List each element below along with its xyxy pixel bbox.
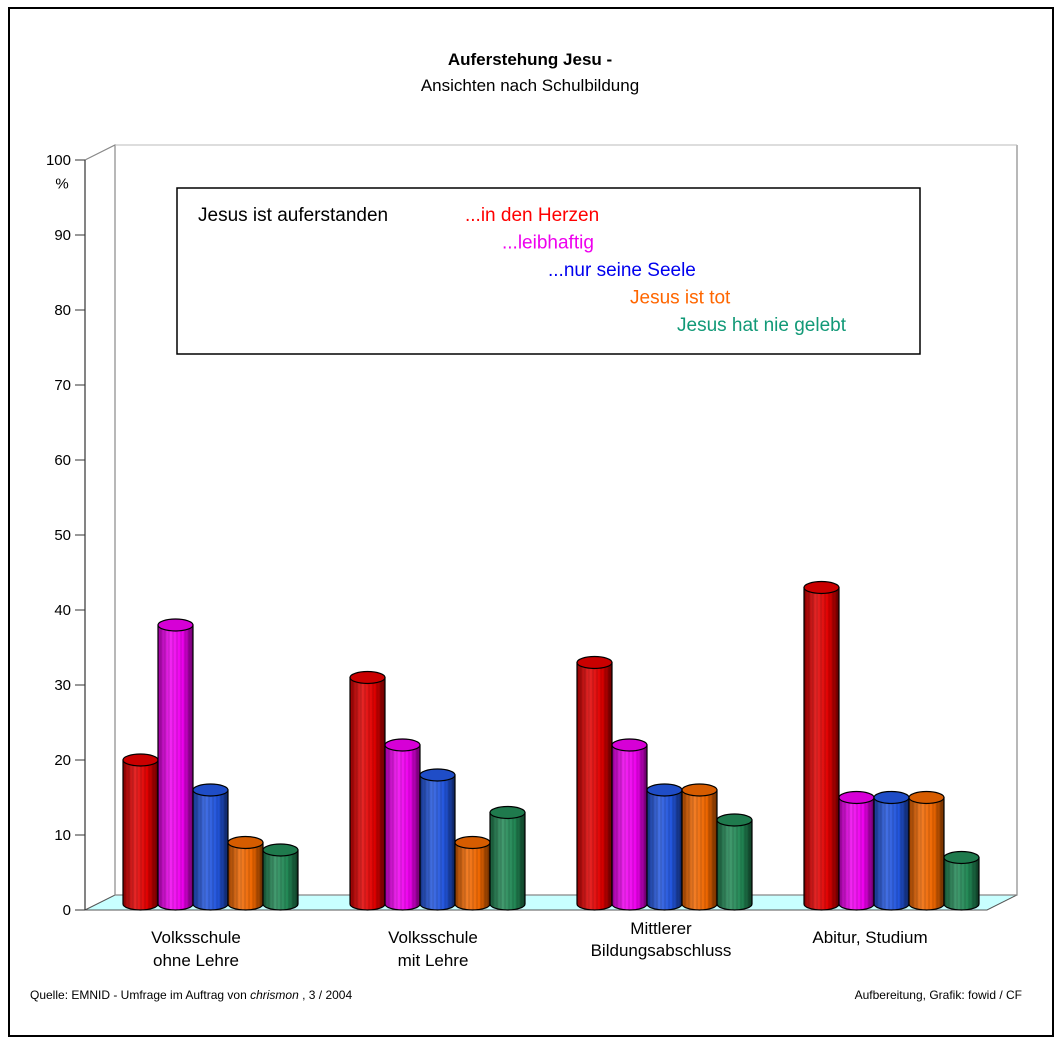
- bar-top: [646, 783, 683, 797]
- bar: [192, 783, 229, 911]
- category-label: Mittlerer: [630, 919, 692, 938]
- category-label: ohne Lehre: [153, 951, 239, 970]
- bar: [908, 790, 945, 911]
- chart-subtitle: Ansichten nach Schulbildung: [420, 76, 640, 95]
- bar-texture: [228, 842, 263, 910]
- bar: [681, 783, 718, 911]
- y-tick-label: 60: [54, 452, 71, 469]
- bar-top: [349, 670, 386, 685]
- bar: [419, 768, 456, 911]
- bar-top: [192, 783, 229, 797]
- y-tick-label: 90: [54, 227, 71, 244]
- bar-texture: [350, 677, 385, 910]
- bar: [157, 618, 194, 911]
- bar: [384, 738, 421, 911]
- y-tick-label: 80: [54, 302, 71, 319]
- bars-layer: [122, 580, 980, 911]
- bar-top: [489, 805, 526, 820]
- category-label: mit Lehre: [398, 951, 469, 970]
- legend-layer: Jesus ist auferstanden ...in den Herzen..…: [176, 187, 921, 355]
- legend-box: [176, 187, 921, 355]
- bar: [262, 843, 299, 911]
- credit-note: Aufbereitung, Grafik: fowid / CF: [854, 988, 1022, 1002]
- bar-texture: [804, 587, 839, 910]
- bar-texture: [717, 820, 752, 910]
- y-tick-label: 30: [54, 677, 71, 694]
- bar-texture: [577, 662, 612, 910]
- bar-top: [716, 813, 753, 827]
- legend-entry: ...in den Herzen: [465, 205, 599, 226]
- source-date: , 3 / 2004: [298, 988, 353, 1002]
- bar-top: [611, 738, 648, 752]
- legend-entry: ...leibhaftig: [502, 233, 594, 254]
- bar-top: [384, 738, 421, 752]
- bar-texture: [647, 790, 682, 910]
- source-note: Quelle: EMNID - Umfrage im Auftrag von c…: [30, 988, 352, 1002]
- y-tick-label: 100: [46, 152, 71, 169]
- source-publication: chrismon: [250, 988, 299, 1002]
- source-prefix: Quelle: EMNID - Umfrage im Auftrag von: [30, 988, 251, 1002]
- bar: [454, 835, 491, 911]
- bar-top: [262, 843, 299, 857]
- legend-entry: ...nur seine Seele: [548, 260, 696, 281]
- bar-top: [419, 768, 456, 782]
- bar-top: [838, 790, 875, 805]
- bar-top: [873, 790, 910, 805]
- bar-texture: [490, 812, 525, 910]
- bar: [489, 805, 526, 911]
- chart-title: Auferstehung Jesu -: [447, 50, 613, 69]
- bar-top: [122, 753, 159, 767]
- bar-top: [454, 835, 491, 850]
- bar: [838, 790, 875, 911]
- back-wall: [84, 144, 1018, 896]
- bar: [349, 670, 386, 911]
- bar-top: [681, 783, 718, 797]
- legend-entry: Jesus hat nie gelebt: [677, 315, 847, 336]
- bar: [716, 813, 753, 911]
- bar: [576, 655, 613, 911]
- axes-layer: 0 10 20 30 40 50 60 70 80 90 100% Volksschule ohne L…: [46, 144, 1018, 970]
- bar-texture: [158, 625, 193, 910]
- y-tick-label: 10: [54, 827, 71, 844]
- bar-texture: [612, 745, 647, 910]
- bar-texture: [263, 850, 298, 910]
- bar-texture: [455, 842, 490, 910]
- bar-texture: [123, 760, 158, 910]
- y-tick-label: 40: [54, 602, 71, 619]
- y-tick-label: 20: [54, 752, 71, 769]
- y-tick-label: 50: [54, 527, 71, 544]
- category-label: Volksschule: [388, 928, 478, 947]
- bar-texture: [193, 790, 228, 910]
- bar-top: [803, 580, 840, 595]
- bar-top: [227, 835, 264, 850]
- y-tick-label: 70: [54, 377, 71, 394]
- category-label: Volksschule: [151, 928, 241, 947]
- category-label: Abitur, Studium: [812, 928, 927, 947]
- bar: [611, 738, 648, 911]
- bar-texture: [909, 797, 944, 910]
- bar-texture: [839, 797, 874, 910]
- bar: [803, 580, 840, 911]
- bar-top: [576, 655, 613, 670]
- bar-texture: [420, 775, 455, 910]
- bar: [227, 835, 264, 911]
- bar: [943, 850, 980, 911]
- legend-entry: Jesus ist tot: [630, 288, 731, 309]
- category-label: Bildungsabschluss: [591, 941, 732, 960]
- bar-texture: [944, 857, 979, 910]
- bar-top: [943, 850, 980, 865]
- bar-top: [908, 790, 945, 805]
- bar-texture: [385, 745, 420, 910]
- bar: [873, 790, 910, 911]
- bar: [122, 753, 159, 911]
- bar-top: [157, 618, 194, 632]
- y-axis-label: %: [55, 176, 68, 193]
- bar-texture: [682, 790, 717, 910]
- bar: [646, 783, 683, 911]
- legend-title: Jesus ist auferstanden: [198, 205, 388, 226]
- y-tick-label: 0: [63, 902, 71, 919]
- bar-texture: [874, 797, 909, 910]
